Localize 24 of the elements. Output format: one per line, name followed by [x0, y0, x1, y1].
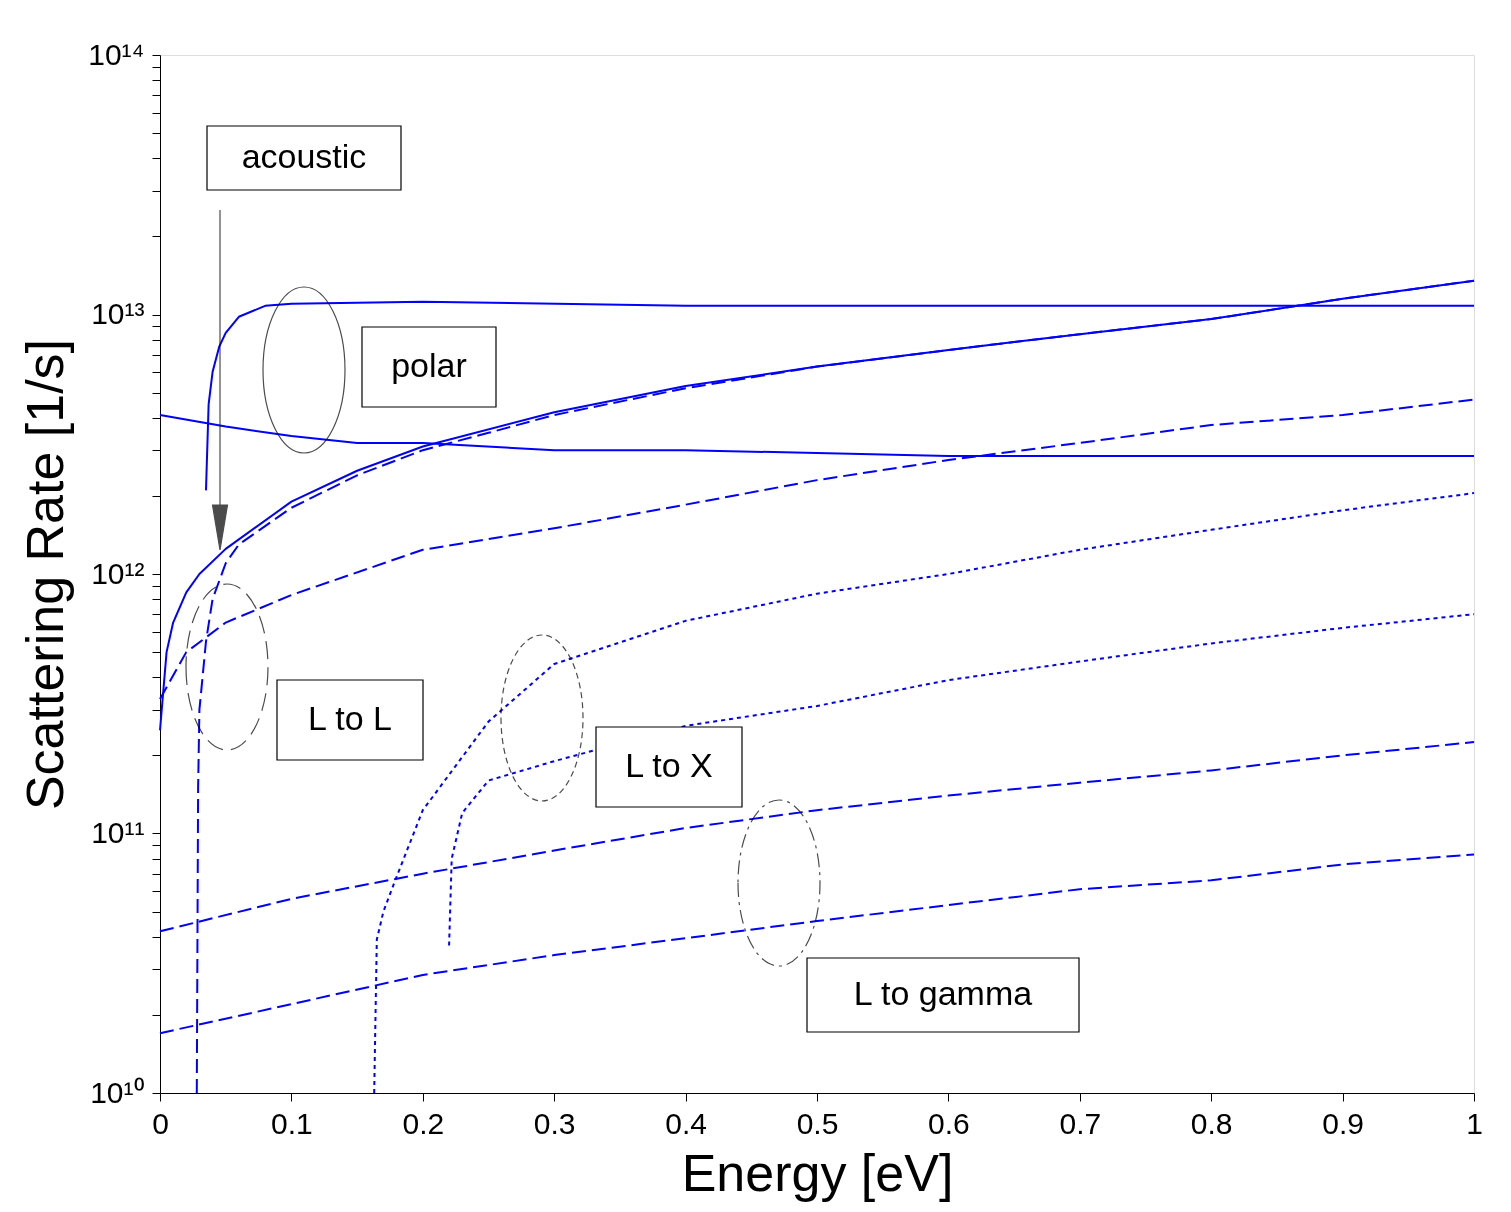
- line-series: [448, 613, 1475, 947]
- x-tick-label: 0: [152, 1106, 169, 1140]
- x-tick-label: 0.7: [1059, 1106, 1102, 1140]
- x-tick-label: 0.3: [533, 1106, 576, 1140]
- y-tick-label: 10¹⁴: [88, 37, 145, 71]
- y-axis-title: Scattering Rate [1/s]: [16, 338, 75, 811]
- x-tick-label: 0.2: [402, 1106, 445, 1140]
- x-axis-title: Energy [eV]: [681, 1143, 954, 1202]
- y-tick-label: 10¹⁰: [90, 1075, 145, 1109]
- y-tick-label: 10¹¹: [91, 816, 145, 849]
- x-tick-label: 0.4: [665, 1106, 707, 1140]
- annotation: L to X: [625, 746, 713, 784]
- x-tick-label: 0.9: [1322, 1106, 1364, 1140]
- x-tick-label: 0.1: [271, 1106, 313, 1140]
- y-tick-label: 10¹²: [91, 556, 145, 590]
- annotation: L to L: [308, 699, 392, 737]
- x-tick-label: 0.8: [1190, 1106, 1233, 1140]
- annotation: acoustic: [241, 137, 367, 175]
- y-tick-label: 10¹³: [91, 297, 145, 330]
- x-tick-label: 1: [1466, 1106, 1483, 1140]
- x-tick-label: 0.5: [796, 1106, 839, 1140]
- x-tick-label: 0.6: [928, 1106, 970, 1140]
- annotation: polar: [391, 346, 467, 384]
- annotation: L to gamma: [853, 974, 1033, 1012]
